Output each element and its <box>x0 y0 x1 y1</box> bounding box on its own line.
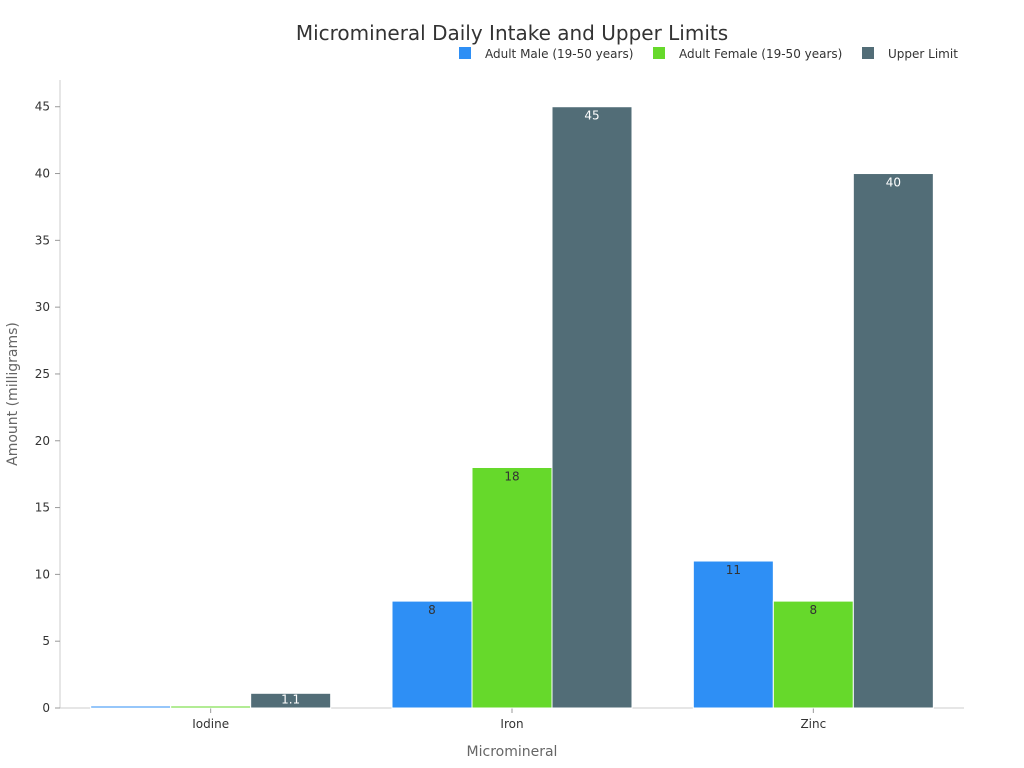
legend-swatch <box>862 47 874 59</box>
legend-label: Adult Male (19-50 years) <box>485 47 633 61</box>
y-tick-label: 20 <box>35 434 50 448</box>
x-axis-title: Micromineral <box>467 744 558 760</box>
bar-zinc-series-3[interactable] <box>852 173 934 709</box>
y-tick-label: 0 <box>42 701 50 715</box>
legend-swatch <box>459 47 471 59</box>
bar-value-label: 8 <box>428 603 436 617</box>
y-tick-label: 10 <box>35 567 50 581</box>
bar-value-label: 40 <box>886 176 901 190</box>
legend-label: Adult Female (19-50 years) <box>679 47 842 61</box>
bar-iodine-series-2[interactable] <box>170 705 252 709</box>
bar-iron-series-3[interactable] <box>551 106 633 709</box>
bar-zinc-series-2[interactable] <box>772 600 854 709</box>
bar-value-label: 45 <box>584 109 599 123</box>
y-tick-label: 45 <box>35 100 50 114</box>
y-tick-label: 25 <box>35 367 50 381</box>
y-tick-label: 35 <box>35 233 50 247</box>
bar-value-label: 18 <box>504 469 519 483</box>
x-tick-label: Iron <box>500 717 523 731</box>
chart-title: Micromineral Daily Intake and Upper Limi… <box>296 21 728 45</box>
bar-iodine-series-3[interactable] <box>250 692 332 709</box>
legend-swatch <box>653 47 665 59</box>
y-axis-title: Amount (milligrams) <box>5 322 21 466</box>
y-tick-label: 15 <box>35 501 50 515</box>
bar-value-label: 1.1 <box>281 692 300 706</box>
bar-iron-series-2[interactable] <box>471 466 553 709</box>
bars <box>90 106 934 709</box>
x-tick-label: Iodine <box>192 717 229 731</box>
bar-value-label: 8 <box>810 603 818 617</box>
legend-label: Upper Limit <box>888 47 958 61</box>
bar-iodine-series-1[interactable] <box>90 705 172 709</box>
x-tick-label: Zinc <box>800 717 826 731</box>
legend: Adult Male (19-50 years) Adult Female (19… <box>459 47 958 61</box>
y-tick-label: 30 <box>35 300 50 314</box>
bar-iron-series-1[interactable] <box>391 600 473 709</box>
bar-value-label: 11 <box>726 563 741 577</box>
bar-labels: 1.1 8 18 45 11 8 40 <box>281 109 901 707</box>
y-tick-label: 5 <box>42 634 50 648</box>
y-tick-label: 40 <box>35 167 50 181</box>
bar-zinc-series-1[interactable] <box>692 560 774 709</box>
